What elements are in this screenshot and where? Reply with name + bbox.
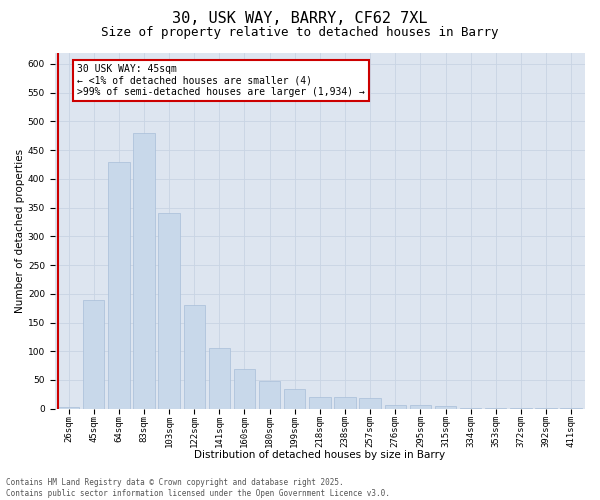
Bar xyxy=(359,398,381,408)
Text: 30, USK WAY, BARRY, CF62 7XL: 30, USK WAY, BARRY, CF62 7XL xyxy=(172,11,428,26)
Bar xyxy=(83,300,104,408)
Bar xyxy=(259,381,280,408)
Bar xyxy=(158,214,180,408)
Bar xyxy=(410,404,431,408)
Bar xyxy=(209,348,230,408)
Bar xyxy=(108,162,130,408)
Bar xyxy=(284,388,305,408)
Bar xyxy=(58,407,79,408)
Bar xyxy=(184,306,205,408)
Bar xyxy=(309,397,331,408)
Y-axis label: Number of detached properties: Number of detached properties xyxy=(15,148,25,312)
X-axis label: Distribution of detached houses by size in Barry: Distribution of detached houses by size … xyxy=(194,450,445,460)
Bar xyxy=(133,133,155,408)
Bar xyxy=(234,368,255,408)
Bar xyxy=(385,404,406,408)
Text: Contains HM Land Registry data © Crown copyright and database right 2025.
Contai: Contains HM Land Registry data © Crown c… xyxy=(6,478,390,498)
Bar xyxy=(435,406,456,408)
Text: Size of property relative to detached houses in Barry: Size of property relative to detached ho… xyxy=(101,26,499,39)
Text: 30 USK WAY: 45sqm
← <1% of detached houses are smaller (4)
>99% of semi-detached: 30 USK WAY: 45sqm ← <1% of detached hous… xyxy=(77,64,365,97)
Bar xyxy=(334,397,356,408)
